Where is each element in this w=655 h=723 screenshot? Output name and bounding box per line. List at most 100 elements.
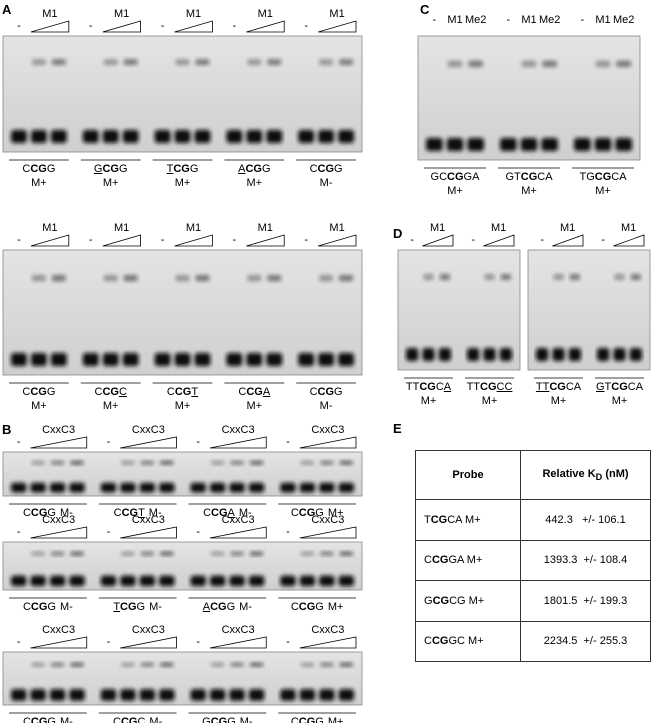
minus-label: - (286, 436, 290, 448)
reagent-label: M1 (329, 8, 345, 20)
shifted-band (616, 60, 631, 67)
methyl-label: M+ (611, 395, 628, 407)
free-probe-band (499, 348, 512, 361)
label-part: G (315, 601, 324, 613)
free-probe-band (11, 575, 27, 587)
free-probe-band (139, 482, 156, 493)
label-part: TT (405, 381, 420, 393)
gel (397, 249, 521, 371)
free-probe-band (266, 353, 283, 366)
free-probe-band (122, 130, 139, 143)
titration-wedge (422, 234, 454, 247)
probe-label: CCGG M+ (291, 716, 344, 723)
free-probe-band (69, 689, 85, 701)
minus-label: - (196, 526, 201, 538)
label-part: CA M+ (447, 513, 481, 526)
label-part: T (191, 386, 199, 398)
free-probe-band (100, 575, 117, 587)
titration-wedge (483, 234, 515, 247)
shifted-band (50, 460, 65, 465)
shifted-band (50, 662, 65, 667)
label-part: CA (611, 171, 627, 183)
titration-wedge (209, 636, 267, 649)
probe-label: ACGG (238, 163, 270, 176)
probe-label: CCGG (22, 386, 55, 399)
label-part: CA (627, 381, 644, 393)
shifted-band (210, 460, 225, 465)
reagent-label: M1 (42, 222, 58, 234)
free-probe-band (338, 575, 354, 587)
free-probe-band (568, 348, 581, 361)
label-part: CG (246, 386, 263, 398)
free-probe-band (11, 689, 27, 701)
titration-wedge (246, 20, 285, 33)
free-probe-band (319, 575, 335, 587)
probe-cell: CCGGA M+ (415, 539, 521, 581)
free-probe-band (159, 482, 175, 493)
shifted-band (70, 460, 84, 465)
kd-cell: 1801.5 +/- 199.3 (520, 580, 651, 622)
shifted-band (247, 59, 262, 65)
reagent-label: CxxC3 (42, 624, 76, 636)
shifted-band (160, 551, 174, 556)
free-probe-band (248, 482, 265, 493)
shifted-band (230, 551, 244, 556)
free-probe-band (246, 353, 263, 366)
shifted-band (195, 59, 210, 65)
minus-label: - (471, 234, 475, 246)
probe-cell: GCGCG M+ (415, 580, 521, 622)
reagent-label: CxxC3 (42, 424, 76, 436)
probe-label: CCGG M+ (291, 507, 344, 520)
titration-wedge (613, 234, 645, 247)
lane-label: - (580, 14, 585, 26)
shifted-band (320, 662, 334, 667)
label-part: G (315, 507, 324, 519)
probe-label: CCGG M- (23, 507, 73, 520)
free-probe-band (500, 138, 517, 151)
free-probe-band (280, 482, 296, 493)
methyl-label: M- (319, 400, 333, 412)
free-probe-band (426, 138, 443, 151)
free-probe-band (102, 353, 119, 366)
label-part: G (189, 163, 199, 175)
free-probe-band (629, 348, 642, 361)
free-probe-band (318, 130, 335, 143)
free-probe-band (338, 130, 354, 143)
label-part: CG (120, 601, 137, 613)
shifted-band (51, 59, 66, 65)
shifted-band (553, 274, 564, 280)
free-probe-band (520, 138, 538, 151)
header-cell: Probe (415, 450, 521, 500)
methyl-label: M+ (102, 177, 119, 189)
free-probe-band (49, 575, 66, 587)
shifted-band (247, 275, 262, 282)
shifted-band (249, 551, 264, 556)
minus-label: - (17, 234, 21, 246)
label-part: CG (298, 507, 316, 519)
shifted-band (339, 662, 353, 667)
kd-cell: 442.3 +/- 106.1 (520, 499, 651, 541)
lane-label: Me2 (464, 14, 487, 26)
label-part: CG (174, 386, 192, 398)
shifted-band (521, 60, 537, 67)
label-part: C (22, 601, 31, 613)
probe-label: CCGG (22, 163, 55, 176)
shifted-band (595, 60, 611, 67)
methyl-label: M+ (174, 177, 191, 189)
probe-label: CCGA (238, 386, 270, 399)
label-part: GA M+ (448, 554, 483, 567)
free-probe-band (50, 353, 67, 366)
probe-label: TTCGCC (467, 381, 513, 394)
shifted-band (70, 551, 84, 556)
label-part: G (595, 381, 605, 393)
free-probe-band (190, 689, 206, 701)
shifted-band (569, 274, 580, 280)
minus-label: - (601, 234, 605, 246)
kd-cell: 2234.5 +/- 255.3 (520, 620, 651, 662)
label-part: A (202, 601, 211, 613)
free-probe-band (30, 353, 47, 366)
label-part: C (290, 716, 299, 723)
free-probe-band (229, 482, 245, 493)
label-part: C (22, 386, 31, 398)
free-probe-band (338, 353, 354, 366)
